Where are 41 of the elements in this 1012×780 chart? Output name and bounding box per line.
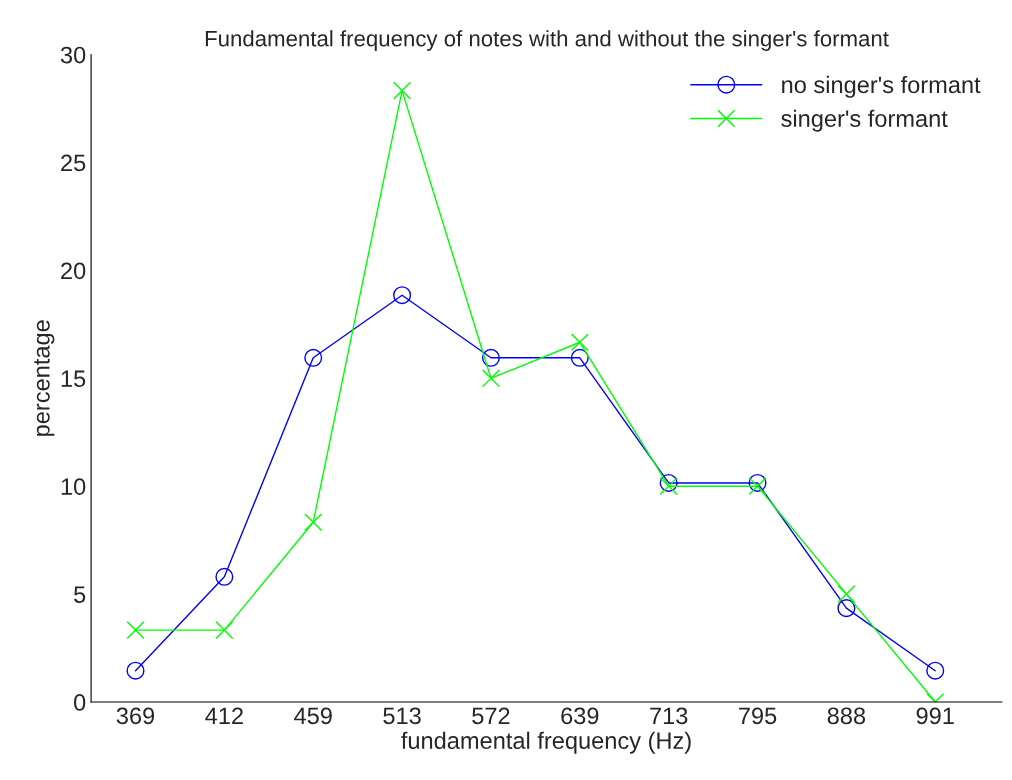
point	[837, 599, 856, 618]
point	[126, 661, 145, 680]
y-tick-label: 30	[60, 46, 86, 64]
x-tick-label: 369	[116, 707, 155, 725]
point	[926, 661, 945, 680]
y-tick-label: 5	[74, 586, 86, 603]
legend-label: no singer's formant	[782, 75, 981, 98]
point	[748, 477, 767, 496]
y-tick-label: 25	[61, 154, 86, 172]
legend-label: singer's formant	[781, 109, 948, 132]
y-tick-label: 10	[61, 478, 86, 495]
x-tick-label: 412	[205, 707, 243, 724]
y-tick-label: 20	[61, 262, 86, 280]
x-tick-label: 713	[650, 707, 688, 725]
chart-title: Fundamental frequency of notes with and without the singer's formant	[205, 30, 889, 51]
x-tick-label: 639	[561, 707, 599, 725]
x-axis-title: fundamental frequency (Hz)	[401, 731, 691, 754]
point	[215, 621, 234, 640]
point	[659, 477, 678, 496]
x-tick-label: 888	[827, 707, 866, 725]
point	[659, 473, 678, 492]
point	[570, 348, 589, 367]
point	[304, 513, 323, 532]
point	[481, 369, 500, 388]
point	[837, 585, 856, 604]
point	[481, 348, 500, 367]
point	[570, 333, 589, 352]
point	[215, 567, 234, 586]
x-tick-label: 459	[294, 707, 332, 725]
x-tick-label: 991	[916, 707, 954, 725]
point	[393, 81, 412, 100]
point	[748, 473, 767, 492]
point	[393, 286, 412, 305]
y-tick-label: 0	[74, 694, 86, 711]
point	[304, 348, 323, 367]
x-tick-label: 513	[383, 707, 421, 725]
y-tick-label: 15	[61, 370, 86, 388]
y-axis-title: percentage	[34, 320, 55, 436]
point	[126, 621, 145, 640]
x-tick-label: 795	[739, 707, 777, 725]
x-tick-label: 572	[472, 707, 510, 725]
